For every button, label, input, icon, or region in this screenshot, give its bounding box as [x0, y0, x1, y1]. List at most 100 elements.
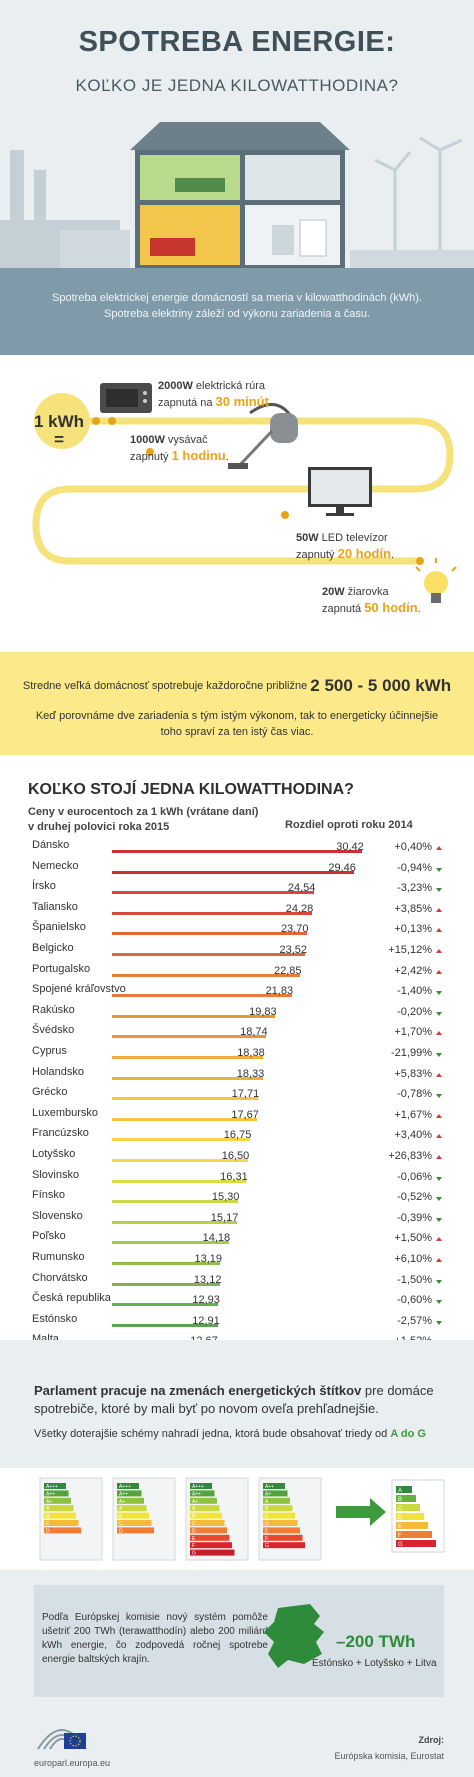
price-bar	[112, 932, 307, 936]
price-bar	[112, 973, 300, 977]
price-value: 17,71	[231, 1088, 260, 1101]
chart-row: Holandsko 18,33 +5,83%	[0, 1064, 474, 1082]
new-label-class-text: E	[398, 1524, 402, 1530]
intro-band: Spotreba elektrickej energie domácností …	[0, 268, 474, 355]
new-label-class-text: D	[398, 1515, 403, 1521]
price-value: 13,19	[194, 1253, 223, 1265]
label-class-text: A	[265, 1499, 269, 1505]
price-value: 22,85	[273, 964, 302, 977]
diff-value: -0,06%	[397, 1170, 432, 1183]
chart-row: Francúzsko 16,75 +3,40%	[0, 1125, 474, 1143]
country-label: Estónsko	[32, 1312, 78, 1325]
label-class-bar	[44, 1490, 69, 1497]
chart-row: Spojené kráľovstvo 21,83 -1,40%	[0, 981, 474, 999]
label-class-bar	[117, 1505, 147, 1512]
label-class-text: D	[265, 1521, 269, 1527]
diff-value: -0,60%	[397, 1294, 432, 1307]
label-class-bar	[117, 1490, 142, 1497]
country-label: Slovensko	[32, 1209, 83, 1222]
country-label: Írsko	[32, 880, 56, 893]
diff-value: +0,13%	[394, 923, 432, 936]
price-bar	[112, 1138, 250, 1142]
label-class-bar	[190, 1505, 220, 1512]
diff-value: +6,10%	[394, 1253, 432, 1265]
source-label: Zdroj:	[418, 1735, 445, 1745]
energy-labels-illustration: A+++A++A+ABCDA+++A++A+ABCDA+++A++A+ABCDE…	[0, 1468, 474, 1570]
label-class-text: A+	[119, 1499, 125, 1505]
label-class-bar	[190, 1483, 212, 1489]
household-note: Keď porovnáme dve zariadenia s tým istým…	[35, 710, 439, 738]
price-bar	[112, 1097, 258, 1101]
footer: europarl.europa.eu Zdroj: Európska komis…	[0, 1715, 474, 1777]
chart-row: Česká republika 12,93 -0,60%	[0, 1290, 474, 1308]
price-bar	[112, 1241, 229, 1245]
label-class-bar	[190, 1549, 235, 1556]
price-value: 18,38	[237, 1047, 265, 1059]
label-class-bar	[44, 1527, 81, 1534]
house-illustration	[0, 122, 474, 270]
label-class-bar	[190, 1490, 215, 1497]
tv-icon	[308, 467, 372, 516]
country-label: Francúzsko	[32, 1127, 89, 1140]
tv-text: 50W LED televízor zapnutý 20 hodín.	[296, 532, 395, 561]
country-label: Belgicko	[32, 942, 74, 954]
trend-up-icon	[436, 949, 442, 953]
price-value: 12,91	[192, 1314, 220, 1327]
vacuum-icon	[228, 403, 298, 469]
price-bar	[112, 1014, 276, 1018]
label-class-bar	[263, 1497, 290, 1504]
label-class-bar	[44, 1512, 76, 1519]
price-value: 18,33	[236, 1067, 265, 1080]
price-bar	[112, 891, 314, 895]
price-value: 21,83	[265, 985, 294, 998]
label-class-text: A+	[265, 1491, 271, 1497]
chart-row: Grécko 17,71 -0,78%	[0, 1084, 474, 1102]
trend-up-icon	[436, 969, 442, 974]
label-class-bar	[190, 1534, 230, 1541]
price-value: 15,30	[211, 1191, 240, 1204]
country-label: Španielsko	[32, 921, 86, 934]
label-class-bar	[44, 1497, 71, 1504]
price-value: 13,12	[193, 1273, 222, 1286]
country-label: Lotyšsko	[32, 1148, 76, 1160]
chart-row: Chorvátsko 13,12 -1,50%	[0, 1270, 474, 1288]
label-class-text: A++	[265, 1484, 274, 1490]
country-label: Slovinsko	[32, 1168, 80, 1181]
price-value: 16,31	[220, 1170, 248, 1183]
label-class-bar	[263, 1527, 300, 1534]
diff-header: Rozdiel oproti roku 2014	[285, 819, 413, 831]
trend-down-icon	[436, 1279, 442, 1284]
label-class-text: B	[192, 1514, 196, 1520]
price-bar	[112, 1220, 237, 1224]
label-class-bar	[263, 1483, 285, 1489]
footer-url[interactable]: europarl.europa.eu	[34, 1758, 111, 1768]
chart-row: Rakúsko 19,83 -0,20%	[0, 1002, 474, 1020]
chart-row: Belgicko 23,52 +15,12%	[0, 940, 474, 958]
bulb-icon	[415, 558, 457, 603]
new-label-class-bar	[396, 1540, 436, 1547]
country-label: Luxembursko	[32, 1106, 99, 1119]
country-label: Švédsko	[32, 1024, 75, 1037]
oven-icon	[100, 383, 152, 413]
kwh-bubble	[34, 393, 90, 449]
label-class-text: G	[265, 1543, 269, 1549]
diff-value: -0,78%	[397, 1088, 432, 1101]
new-label-class-text: C	[398, 1506, 403, 1512]
chart-row: Estónsko 12,91 -2,57%	[0, 1311, 474, 1329]
price-bar	[112, 1179, 247, 1183]
diff-value: +3,85%	[394, 902, 432, 915]
diff-value: -0,94%	[397, 861, 432, 874]
price-value: 14,18	[202, 1232, 231, 1245]
trend-down-icon	[436, 1300, 442, 1305]
price-bar	[112, 1303, 219, 1307]
country-label: Portugalsko	[32, 962, 91, 975]
diff-value: -3,23%	[397, 882, 432, 895]
trend-up-icon	[436, 1113, 442, 1118]
price-value: 18,74	[240, 1026, 268, 1039]
savings-text: Podľa Európskej komisie nový systém pomô…	[42, 1612, 268, 1665]
price-value: 29,46	[328, 861, 356, 874]
country-label: Dánsko	[32, 839, 70, 851]
chart-row: Taliansko 24,28 +3,85%	[0, 899, 474, 917]
trend-down-icon	[436, 991, 442, 996]
page-title: SPOTREBA ENERGIE:	[78, 26, 396, 58]
